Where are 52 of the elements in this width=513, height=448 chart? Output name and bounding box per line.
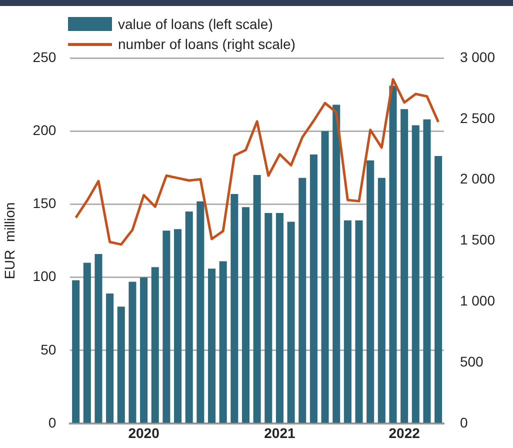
bar [208,268,216,423]
bar [264,213,272,423]
bar [128,282,136,423]
bar [344,220,352,423]
bar [185,212,193,423]
x-tick-label: 2020 [128,424,160,441]
y2-tick-label: 1 500 [460,232,496,248]
y-tick-label: 150 [32,195,56,212]
legend-label: number of loans (right scale) [118,36,296,52]
y-tick-label: 0 [48,414,56,430]
y-tick-label: 100 [32,268,56,284]
y-axis-title: EUR million [1,202,18,280]
bar [321,131,329,423]
bar [400,109,408,423]
bar [366,160,374,423]
bar [423,119,431,423]
y2-tick-label: 500 [460,354,484,370]
bar [196,201,204,423]
bar [140,277,148,423]
legend-label: value of loans (left scale) [118,16,273,32]
bar [412,125,420,423]
y2-tick-label: 2 500 [460,110,496,126]
y2-tick-label: 1 000 [460,292,496,309]
y-tick-label: 50 [40,341,56,358]
bar [72,280,80,423]
bar [253,174,261,423]
bar [355,220,363,423]
bar [287,222,295,423]
x-tick-label: 2022 [388,424,420,441]
bar [83,262,91,423]
y2-tick-label: 0 [460,414,468,430]
bar [276,213,284,423]
x-tick-label: 2021 [264,424,296,441]
bar [242,207,250,423]
bar [151,267,159,423]
bar [106,293,114,423]
bar [332,104,340,423]
bar [378,178,386,423]
bar [162,230,170,423]
bar [219,261,227,423]
bar [389,86,397,423]
bar [434,156,442,423]
bar [230,194,238,423]
y-tick-label: 250 [32,48,56,65]
bar [117,306,125,423]
bar [310,154,318,423]
bar [174,229,182,423]
y-tick-label: 200 [32,122,56,138]
y2-tick-label: 3 000 [460,48,496,65]
bar [298,178,306,423]
y2-tick-label: 2 000 [460,170,496,187]
bar [94,254,102,423]
